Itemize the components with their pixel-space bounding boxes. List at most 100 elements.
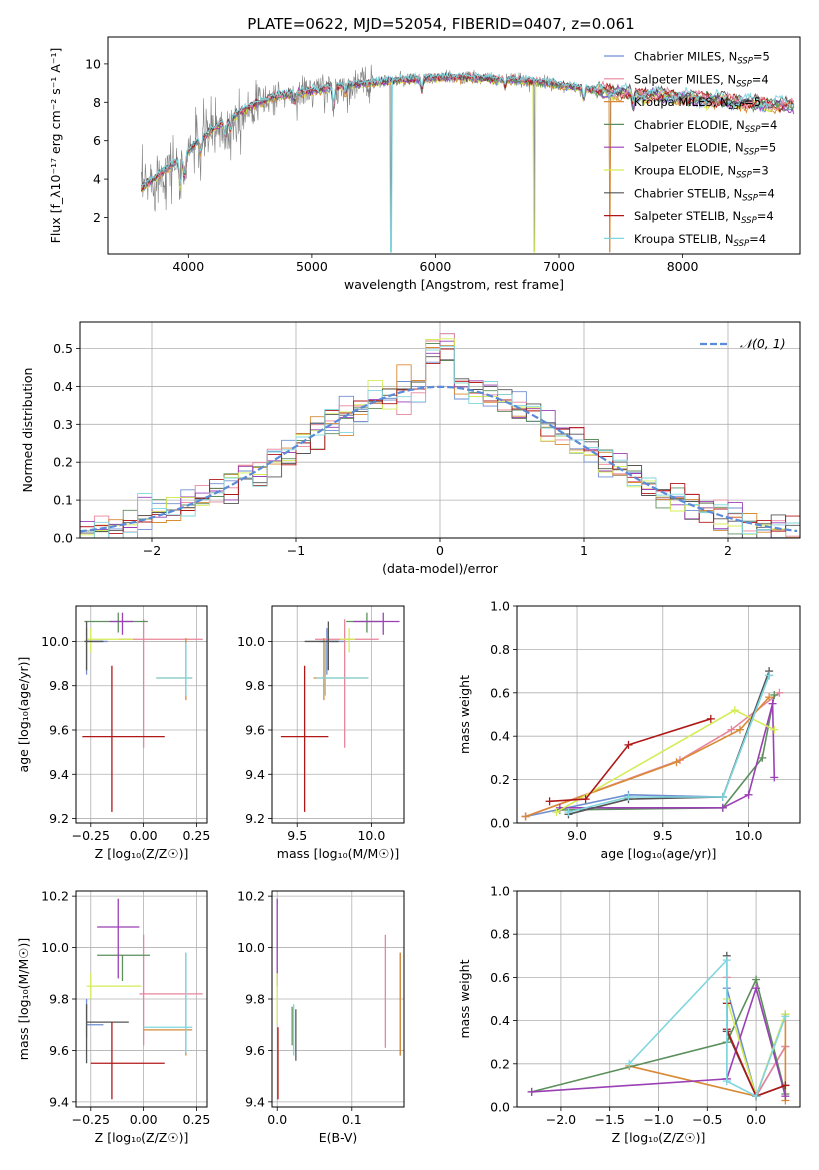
plus-marker	[752, 975, 761, 984]
age-vs-mass-frame: 9.5 10.0 9.2 9.4 9.6 9.8 10.0 mass [log₁₀(M/M☉)…	[237, 605, 405, 861]
y-tick-label: 9.8	[49, 992, 69, 1007]
y-tick-label: 9.8	[245, 678, 265, 693]
x-tick-label: 9.0	[567, 828, 587, 843]
y-axis-label: Normed distribution	[20, 368, 35, 493]
errorbar-point-stelib-kroupa	[143, 952, 193, 1053]
errorbar-point-elodie-kroupa	[86, 973, 142, 999]
model-spectrum-stelib-kroupa	[141, 71, 795, 253]
plus-marker	[552, 808, 561, 817]
errorbar-point-miles-chabrier	[85, 999, 104, 1038]
model-spectrum-stelib-chabrier	[140, 72, 795, 188]
x-tick-label: 9.5	[653, 828, 673, 843]
histogram-stelib-salpeter	[80, 348, 800, 535]
y-tick-label: 10.0	[237, 634, 265, 649]
plus-marker	[765, 671, 774, 680]
x-axis-label: mass [log₁₀(M/M☉)]	[277, 846, 399, 861]
y-tick-label: 9.4	[245, 1094, 265, 1109]
y-tick-label: 0.8	[490, 927, 510, 942]
axes-frame	[107, 36, 801, 255]
histogram-miles-salpeter	[80, 333, 800, 537]
y-tick-label: 2	[93, 210, 101, 225]
errorbar-point-stelib-kroupa	[316, 642, 369, 696]
figure-title: PLATE=0622, MJD=52054, FIBERID=0407, z=0…	[247, 15, 634, 33]
y-tick-label: 9.2	[49, 811, 69, 826]
weight-line-stelib-salpeter	[549, 718, 712, 803]
x-tick-label: 8000	[667, 259, 699, 274]
y-tick-label: 0.4	[53, 379, 73, 394]
plus-marker	[752, 1092, 761, 1101]
y-tick-label: 0.6	[490, 970, 510, 985]
y-tick-label: 0.2	[490, 1056, 510, 1071]
x-tick-label: 7000	[543, 259, 575, 274]
errorbar-point-stelib-chabrier	[85, 1004, 129, 1064]
legend-label: Salpeter ELODIE, NSSP=5	[634, 141, 776, 158]
y-tick-label: 10.0	[41, 634, 69, 649]
plus-marker	[775, 688, 784, 697]
legend-label: 𝒩(0, 1)	[740, 336, 786, 351]
normal-distribution-curve	[80, 385, 798, 533]
plus-marker	[624, 792, 633, 801]
y-tick-label: 10.2	[41, 889, 69, 904]
plus-marker	[768, 699, 777, 708]
x-axis-label: Z [log₁₀(Z/Z☉)]	[95, 1130, 189, 1145]
weight-line-elodie-salpeter	[531, 985, 787, 1097]
plus-marker	[781, 1092, 790, 1101]
y-tick-label: 10.0	[41, 940, 69, 955]
axes-frame	[271, 605, 405, 824]
plus-marker	[765, 693, 774, 702]
errorbar-point-elodie-chabrier	[97, 954, 150, 981]
y-tick-label: 9.6	[245, 1043, 265, 1058]
y-tick-label: 1.0	[490, 884, 510, 899]
y-tick-label: 0.6	[490, 685, 510, 700]
plus-marker	[730, 706, 739, 715]
age-vs-mass-axes	[272, 606, 404, 823]
errorbar-point-miles-kroupa	[313, 638, 369, 701]
y-tick-label: 9.4	[49, 1094, 69, 1109]
plus-marker	[722, 1077, 731, 1086]
x-tick-label: 2	[724, 543, 732, 558]
plus-marker	[752, 984, 761, 993]
spectrum-frame: 4000 5000 6000 7000 8000 2 4 6 8 10 wavelength [An…	[48, 36, 801, 292]
plus-marker	[564, 808, 573, 817]
x-axis-label: Z [log₁₀(Z/Z☉)]	[95, 846, 189, 861]
errorbar-point-elodie-salpeter	[353, 612, 400, 635]
x-axis-label: Z [log₁₀(Z/Z☉)]	[612, 1130, 706, 1145]
y-axis-label: Flux [f_λ10⁻¹⁷ erg cm⁻² s⁻¹ A⁻¹]	[48, 48, 63, 244]
errorbar-point-elodie-chabrier	[84, 612, 148, 633]
y-tick-label: 9.6	[49, 723, 69, 738]
plus-marker	[672, 758, 681, 767]
errorbar-point-miles-salpeter	[118, 619, 203, 748]
errorbar-point-stelib-salpeter	[280, 665, 329, 812]
y-axis-label: age [log₁₀(age/yr)]	[16, 657, 31, 773]
plus-marker	[706, 714, 715, 723]
x-tick-label: 10.0	[357, 828, 385, 843]
legend-label: Chabrier ELODIE, NSSP=4	[634, 118, 777, 135]
x-tick-label: 4000	[172, 259, 204, 274]
age-vs-Z-frame: −0.25 0.00 0.25 9.2 9.4 9.6 9.8 10.0 Z [log₁₀(Z/…	[16, 605, 210, 861]
errorbar-point-stelib-chabrier	[84, 621, 104, 671]
errorbar-point-elodie-salpeter	[109, 612, 134, 635]
y-tick-label: 0.0	[53, 531, 73, 546]
x-tick-label: 0.0	[267, 1112, 287, 1127]
x-axis-label: wavelength [Angstrom, rest frame]	[344, 277, 564, 292]
axes-frame	[516, 605, 801, 824]
x-tick-label: −0.25	[72, 828, 110, 843]
x-tick-label: −2.0	[546, 1112, 576, 1127]
errorbar-point-stelib-salpeter	[90, 1022, 165, 1100]
errorbar-point-miles-salpeter	[315, 619, 379, 748]
y-tick-label: 0.3	[53, 417, 73, 432]
histogram-elodie-kroupa	[80, 338, 800, 538]
y-tick-label: 0.5	[53, 341, 73, 356]
y-tick-label: 9.6	[245, 723, 265, 738]
plus-marker	[718, 803, 727, 812]
x-tick-label: 0.1	[342, 1112, 362, 1127]
y-axis-label: mass weight	[457, 675, 472, 754]
y-tick-label: 0.1	[53, 493, 73, 508]
x-tick-label: 0.00	[130, 828, 158, 843]
x-tick-label: −1	[287, 543, 305, 558]
errorbar-point-stelib-salpeter	[82, 665, 165, 812]
age-vs-Z-axes	[76, 606, 207, 823]
y-tick-label: 0.0	[490, 1100, 510, 1115]
plus-marker	[727, 725, 736, 734]
